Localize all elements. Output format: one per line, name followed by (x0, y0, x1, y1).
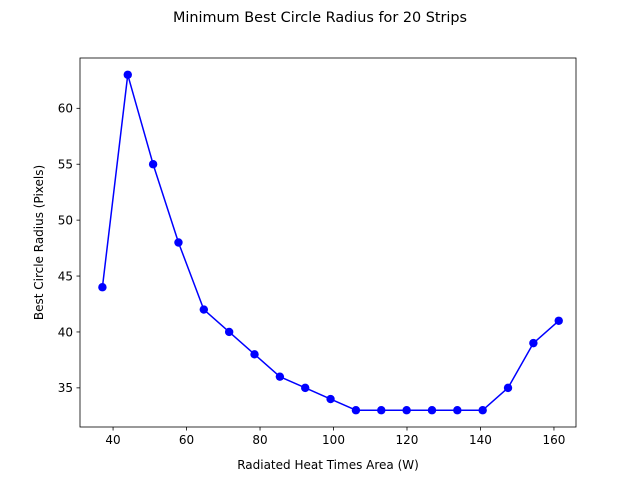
data-point (554, 316, 563, 325)
chart-title: Minimum Best Circle Radius for 20 Strips (173, 10, 467, 26)
data-point (402, 406, 411, 415)
data-point (301, 383, 310, 393)
x-axis-ticks: 40 60 80 100 120 140 160 (105, 427, 565, 447)
data-point (453, 406, 462, 415)
data-point (174, 238, 183, 247)
data-point (275, 372, 285, 381)
y-tick-label: 50 (58, 213, 73, 227)
y-tick-label: 40 (58, 325, 73, 339)
x-tick-label: 80 (252, 433, 267, 447)
y-axis-label: Best Circle Radius (Pixels) (32, 165, 46, 320)
x-axis-label: Radiated Heat Times Area (W) (237, 458, 419, 472)
data-point (503, 383, 513, 393)
x-tick-label: 140 (469, 433, 492, 447)
data-point (377, 406, 386, 415)
data-point (427, 406, 437, 415)
data-point (123, 70, 132, 79)
data-point (199, 305, 209, 314)
x-tick-label: 160 (543, 433, 566, 447)
data-point (250, 350, 259, 359)
plot-area (98, 70, 563, 415)
data-point (326, 394, 335, 404)
y-tick-label: 45 (58, 269, 73, 283)
data-point (224, 327, 234, 337)
y-tick-label: 55 (58, 158, 73, 172)
x-tick-label: 60 (179, 433, 194, 447)
data-point (351, 406, 361, 415)
data-point (148, 160, 158, 169)
data-point (478, 406, 487, 415)
axes-frame (79, 57, 577, 428)
y-axis-ticks: 35 40 45 50 55 60 (58, 102, 80, 395)
data-point (529, 338, 538, 348)
data-point (98, 283, 107, 292)
y-tick-label: 35 (58, 381, 73, 395)
y-tick-label: 60 (58, 102, 73, 116)
x-tick-label: 40 (105, 433, 120, 447)
x-tick-label: 120 (396, 433, 419, 447)
x-tick-label: 100 (322, 433, 345, 447)
